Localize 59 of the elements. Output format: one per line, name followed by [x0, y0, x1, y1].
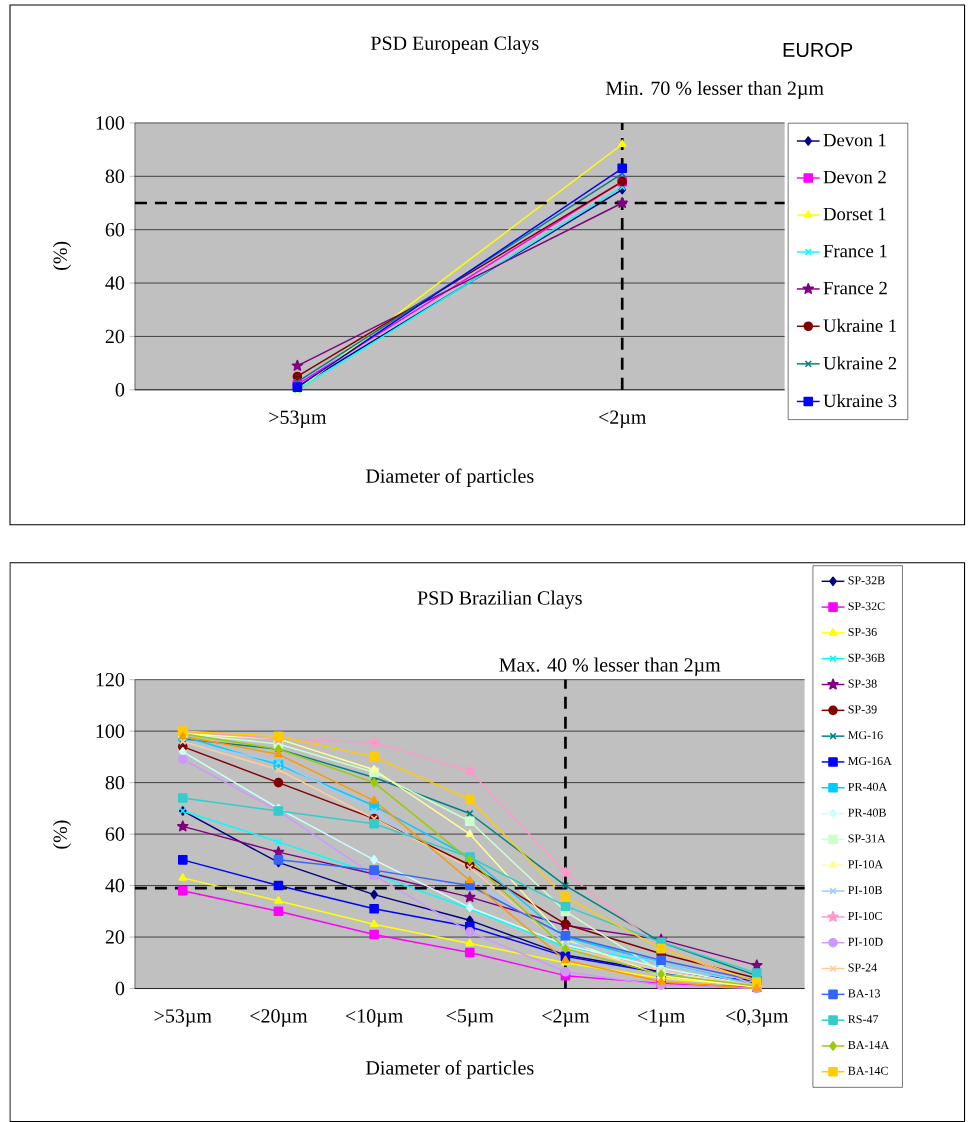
- legend-label: SP-38: [848, 679, 877, 688]
- legend-label: SP-32B: [848, 576, 885, 585]
- x-tick-label: >53µm: [269, 410, 327, 428]
- y-tick-label: 20: [106, 329, 125, 344]
- chart-title: PSD Brazilian Clays: [417, 590, 582, 609]
- legend-label: France 1: [823, 244, 887, 258]
- y-tick-label: 100: [96, 116, 125, 130]
- x-tick-label: <2µm: [542, 1009, 590, 1027]
- y-tick-label: 80: [105, 169, 125, 184]
- legend-label: MG-16A: [848, 756, 892, 766]
- legend-label: PI-10B: [848, 886, 883, 895]
- x-tick-label: <0,3µm: [726, 1009, 789, 1027]
- x-tick-label: <1µm: [638, 1009, 686, 1027]
- y-tick-label: 60: [105, 827, 125, 841]
- legend-label: MG-16: [848, 731, 883, 740]
- legend-label: Devon 2: [823, 170, 886, 184]
- legend-label: SP-31A: [848, 834, 886, 843]
- x-tick-label: >53µm: [154, 1009, 212, 1027]
- y-axis-title: (%): [53, 241, 72, 270]
- y-tick-label: 120: [96, 672, 125, 687]
- y-tick-label: 100: [96, 724, 125, 738]
- y-axis-title: (%): [53, 820, 72, 849]
- legend-label: Ukraine 2: [823, 356, 897, 370]
- legend-label: SP-24: [848, 963, 878, 972]
- y-tick-label: 40: [105, 276, 125, 290]
- legend-label: PI-10A: [848, 860, 884, 869]
- legend-label: Dorset 1: [823, 207, 886, 221]
- x-axis-title: Diameter of particles: [366, 468, 534, 487]
- legend-label: Devon 1: [823, 133, 886, 147]
- legend-label: BA-14C: [848, 1066, 889, 1075]
- legend-label: SP-36B: [848, 653, 885, 662]
- x-tick-label: <20µm: [250, 1009, 308, 1027]
- legend-label: SP-39: [848, 705, 877, 714]
- x-tick-label: <10µm: [346, 1009, 404, 1027]
- y-tick-label: 0: [115, 981, 125, 996]
- y-tick-label: 20: [106, 930, 125, 944]
- legend-label: PR-40A: [848, 782, 888, 791]
- text: Min. 70 % lesser than 2µm: [606, 80, 824, 100]
- legend-label: SP-32C: [848, 602, 885, 611]
- legend-label: BA-13: [848, 989, 881, 998]
- y-tick-label: 40: [105, 878, 125, 893]
- text: EUROP: [783, 42, 853, 58]
- legend-label: BA-14A: [848, 1040, 890, 1049]
- legend-label: PI-10D: [848, 937, 883, 946]
- y-tick-label: 60: [105, 222, 125, 237]
- legend-label: PR-40B: [848, 808, 887, 817]
- y-tick-label: 0: [115, 383, 125, 397]
- legend-label: Ukraine 1: [823, 318, 897, 332]
- x-tick-label: <5µm: [446, 1009, 494, 1027]
- legend-label: RS-47: [848, 1015, 879, 1024]
- y-tick-label: 80: [105, 775, 125, 790]
- legend-label: France 2: [823, 281, 887, 295]
- legend-label: PI-10C: [848, 911, 883, 920]
- x-tick-label: <2µm: [599, 410, 647, 428]
- x-axis-title: Diameter of particles: [366, 1060, 534, 1079]
- legend-label: Ukraine 3: [823, 393, 897, 408]
- legend-label: SP-36: [848, 627, 877, 636]
- text: Max. 40 % lesser than 2µm: [499, 657, 721, 676]
- chart-title: PSD European Clays: [371, 35, 539, 55]
